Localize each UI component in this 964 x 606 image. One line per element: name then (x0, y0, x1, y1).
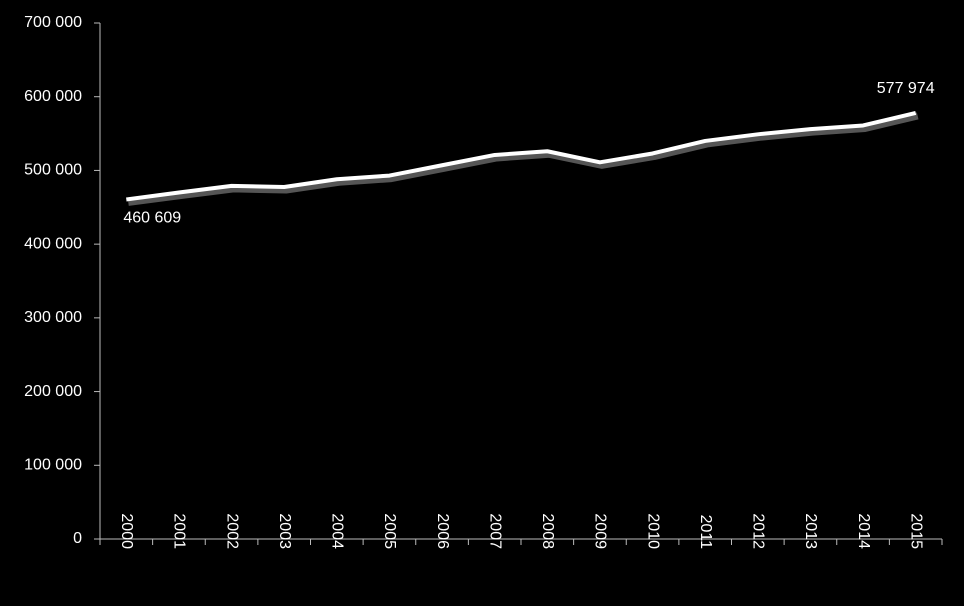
x-tick-label: 2005 (381, 513, 398, 549)
y-tick-label: 0 (73, 530, 82, 547)
data-label: 577 974 (877, 80, 935, 97)
x-tick-label: 2000 (118, 513, 135, 549)
y-tick-label: 400 000 (24, 235, 82, 252)
x-tick-label: 2015 (907, 513, 924, 549)
x-tick-label: 2011 (697, 515, 714, 550)
y-tick-label: 700 000 (24, 14, 82, 31)
y-tick-label: 500 000 (24, 162, 82, 179)
x-tick-label: 2004 (329, 513, 346, 549)
x-tick-label: 2003 (276, 513, 293, 549)
x-tick-label: 2009 (592, 513, 609, 549)
x-tick-label: 2012 (750, 513, 767, 549)
x-tick-label: 2007 (486, 513, 503, 549)
x-tick-label: 2001 (171, 513, 188, 549)
data-label: 460 609 (123, 210, 181, 227)
x-tick-label: 2014 (855, 513, 872, 549)
x-tick-label: 2002 (223, 513, 240, 549)
line-shadow (127, 112, 919, 206)
x-tick-label: 2010 (644, 513, 661, 549)
x-tick-label: 2013 (802, 513, 819, 549)
y-tick-label: 100 000 (24, 457, 82, 474)
x-tick-label: 2008 (539, 513, 556, 549)
line (126, 111, 917, 202)
y-tick-label: 600 000 (24, 88, 82, 105)
y-tick-label: 200 000 (24, 383, 82, 400)
x-tick-label: 2006 (434, 513, 451, 549)
y-tick-label: 300 000 (24, 309, 82, 326)
